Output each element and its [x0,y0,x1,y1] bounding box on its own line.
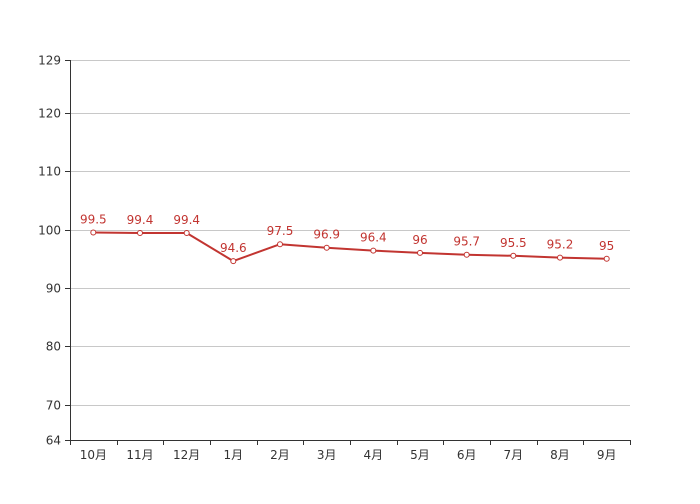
data-point [230,258,237,265]
data-point [137,230,143,236]
data-label: 95.2 [547,238,574,252]
data-point [370,247,377,254]
data-label: 96.4 [360,231,387,245]
data-label: 99.5 [80,213,107,227]
y-tick-label: 64 [46,434,61,448]
data-label: 96.9 [313,228,340,242]
data-label: 95.5 [500,236,527,250]
x-tick-label: 12月 [173,448,200,462]
data-label: 95.7 [453,235,480,249]
x-tick-label: 2月 [270,448,290,462]
series-line-group [90,229,610,265]
data-point [277,241,283,248]
series-line [93,231,607,263]
x-tick-label: 7月 [504,448,524,462]
y-tick-label: 110 [38,165,61,179]
x-tick-label: 6月 [457,448,477,462]
x-tick-label: 3月 [317,448,337,462]
y-tick-label: 90 [46,282,61,296]
grid-lines [70,60,630,406]
data-point [323,244,330,251]
data-point [463,251,470,258]
data-point [603,255,610,262]
data-point [183,230,190,236]
y-tick-label: 129 [38,54,61,68]
x-tick-label: 8月 [550,448,570,462]
y-tick-label: 100 [38,224,61,238]
data-labels: 99.5 99.4 99.4 94.6 97.5 96.9 96.4 96 95.7 95.5 95… [80,213,614,256]
data-point [417,249,423,256]
data-label: 99.4 [127,213,154,227]
data-point [510,252,517,259]
x-tick-label: 5月 [410,448,430,462]
data-point [557,254,563,261]
data-label: 94.6 [220,241,247,255]
x-tick-label: 9月 [597,448,617,462]
x-tick-label: 4月 [364,448,384,462]
x-tick-label: 11月 [126,448,153,462]
y-tick-label: 120 [38,107,61,121]
data-label: 99.4 [173,213,200,227]
data-label: 95 [599,239,614,253]
x-tick-label: 10月 [80,448,107,462]
data-label: 97.5 [267,224,294,238]
y-tick-label: 70 [46,399,61,413]
data-point [90,229,97,236]
axes: 64 70 80 90 100 110 120 129 10月 11月 12月 1月 2月 3月 4月 5月 6… [38,54,631,462]
y-tick-label: 80 [46,340,61,354]
x-tick-label: 1月 [224,448,244,462]
data-label: 96 [412,233,427,247]
